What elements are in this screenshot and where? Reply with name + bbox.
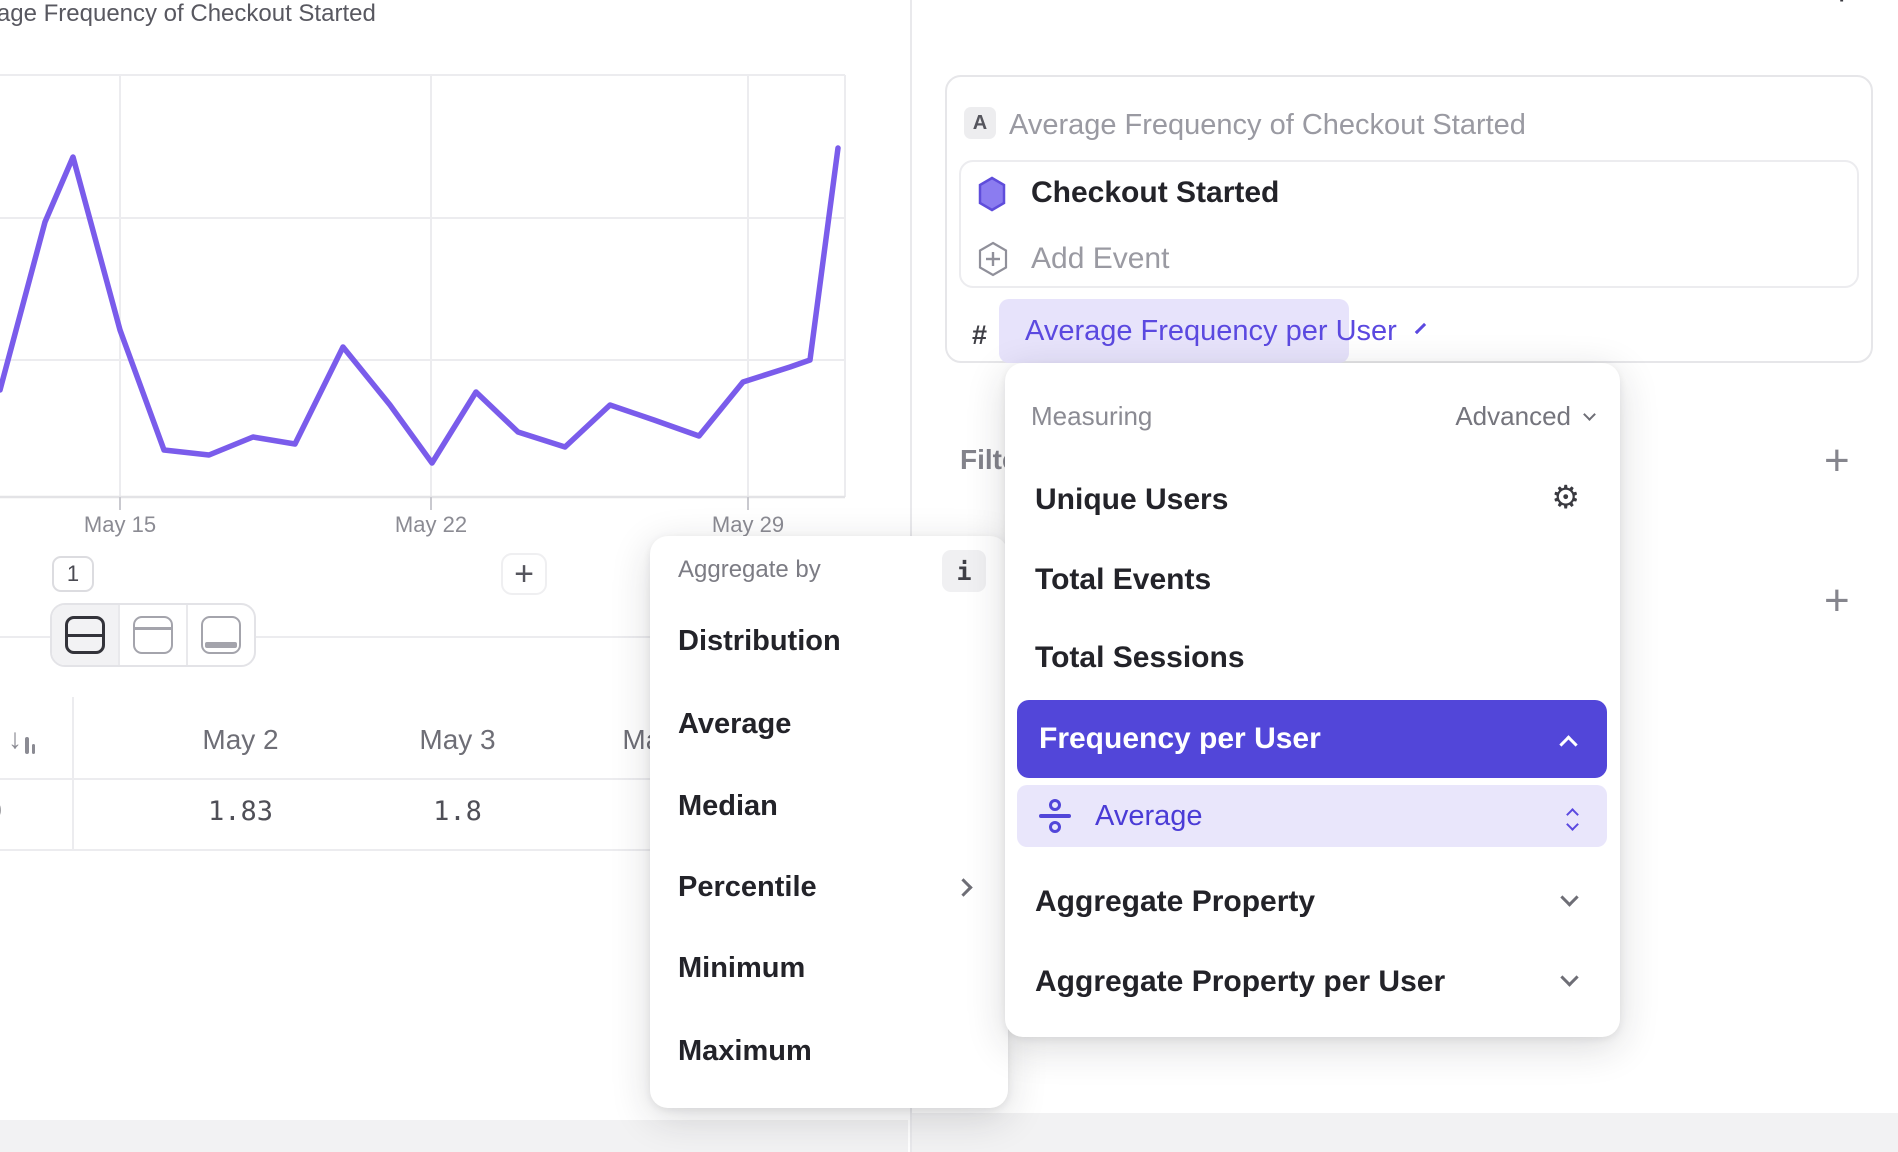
- gear-icon[interactable]: ⚙: [1551, 479, 1580, 515]
- table-header-may2[interactable]: May 2: [202, 724, 279, 755]
- chart-title-clip: Average Frequency of Checkout Started: [0, 0, 430, 40]
- menu-item-average[interactable]: Average: [678, 707, 792, 740]
- chart-only-icon: [133, 616, 173, 654]
- x-tick-label-may29: May 29: [711, 512, 785, 537]
- menu-item-distribution[interactable]: Distribution: [678, 624, 841, 657]
- add-filter-button[interactable]: +: [1824, 436, 1850, 485]
- chart-title: Average Frequency of Checkout Started: [0, 0, 376, 27]
- add-event-icon: [978, 241, 1008, 277]
- add-chart-button[interactable]: +: [501, 553, 547, 595]
- metric-letter-badge: A: [964, 107, 996, 139]
- bottom-right-backdrop: [912, 1113, 1898, 1152]
- menu-subitem-average[interactable]: Average: [1017, 785, 1607, 847]
- x-tick-label-may22: May 22: [394, 512, 468, 537]
- change-aggregation-icon[interactable]: [1566, 804, 1579, 831]
- line-chart: [0, 74, 846, 510]
- measure-pill-label: Average Frequency per User: [1025, 314, 1397, 347]
- table-row-rule: [0, 849, 910, 851]
- menu-item-unique-users[interactable]: Unique Users: [1035, 483, 1229, 516]
- add-breakdown-button[interactable]: +: [1824, 576, 1850, 625]
- info-icon[interactable]: i: [942, 550, 986, 592]
- measuring-label: Measuring: [1031, 401, 1153, 431]
- layout-chart-only-button[interactable]: [118, 605, 186, 665]
- aggregate-property-chevron-icon: [1560, 888, 1579, 907]
- table-cell-rowlabel: 1.9: [0, 796, 48, 827]
- measure-pill[interactable]: Average Frequency per User: [999, 299, 1426, 363]
- submenu-chevron-icon: [954, 877, 973, 897]
- table-header-rule: [0, 778, 910, 780]
- aggregate-by-popup: Aggregate by i Distribution Average Medi…: [650, 536, 1008, 1108]
- collapse-chevron-icon: [1559, 734, 1578, 754]
- section-divider: [0, 636, 910, 638]
- numeric-metric-symbol: #: [972, 320, 988, 350]
- add-metric-clip: +: [1830, 0, 1874, 9]
- menu-item-minimum[interactable]: Minimum: [678, 951, 806, 984]
- event-card: Checkout Started Add Event: [959, 160, 1859, 288]
- split-rows-icon: [65, 616, 105, 654]
- layout-toggle-group: [50, 603, 256, 667]
- event-name[interactable]: Checkout Started: [1031, 176, 1280, 209]
- aggregate-by-title: Aggregate by: [678, 556, 821, 583]
- metrics-header-clip: Metrics: [952, 0, 1112, 10]
- aggregate-property-per-user-chevron-icon: [1560, 968, 1579, 987]
- add-event-button[interactable]: Add Event: [1031, 242, 1170, 275]
- advanced-chevron-icon: [1583, 408, 1596, 421]
- menu-item-median[interactable]: Median: [678, 789, 778, 822]
- layout-table-only-button[interactable]: [186, 605, 254, 665]
- measure-pill-chevron-icon: [1414, 322, 1426, 334]
- menu-item-frequency-per-user-selected[interactable]: Frequency per User: [1017, 700, 1607, 778]
- menu-item-total-sessions[interactable]: Total Sessions: [1035, 641, 1245, 674]
- advanced-toggle[interactable]: Advanced: [1455, 401, 1596, 432]
- chart-line[interactable]: [0, 145, 841, 466]
- layout-split-rows-button[interactable]: [52, 605, 118, 665]
- table-header-may3[interactable]: May 3: [419, 724, 496, 755]
- sort-order-icon[interactable]: ↓: [8, 722, 35, 754]
- add-metric-button[interactable]: +: [1830, 0, 1853, 9]
- measuring-popup: Measuring Advanced Unique Users ⚙ Total …: [1005, 363, 1620, 1037]
- interval-button[interactable]: 1: [52, 556, 94, 592]
- menu-item-maximum[interactable]: Maximum: [678, 1034, 812, 1067]
- menu-item-aggregate-property[interactable]: Aggregate Property: [1035, 885, 1316, 918]
- menu-item-total-events[interactable]: Total Events: [1035, 563, 1212, 596]
- metric-title-input[interactable]: Average Frequency of Checkout Started: [1009, 109, 1526, 141]
- menu-item-percentile[interactable]: Percentile: [678, 863, 978, 911]
- menu-item-aggregate-property-per-user[interactable]: Aggregate Property per User: [1035, 965, 1446, 998]
- table-only-icon: [201, 616, 241, 654]
- table-col-divider: [72, 697, 74, 850]
- metric-card: A Average Frequency of Checkout Started …: [945, 75, 1873, 363]
- bottom-left-backdrop: [0, 1120, 908, 1152]
- average-divide-icon: [1037, 794, 1073, 838]
- metrics-header: Metrics: [952, 0, 1057, 6]
- event-hexagon-icon: [978, 176, 1006, 212]
- table-cell-may2: 1.83: [207, 796, 274, 827]
- x-tick-label-may15: May 15: [83, 512, 157, 537]
- table-cell-may3: 1.8: [433, 796, 482, 827]
